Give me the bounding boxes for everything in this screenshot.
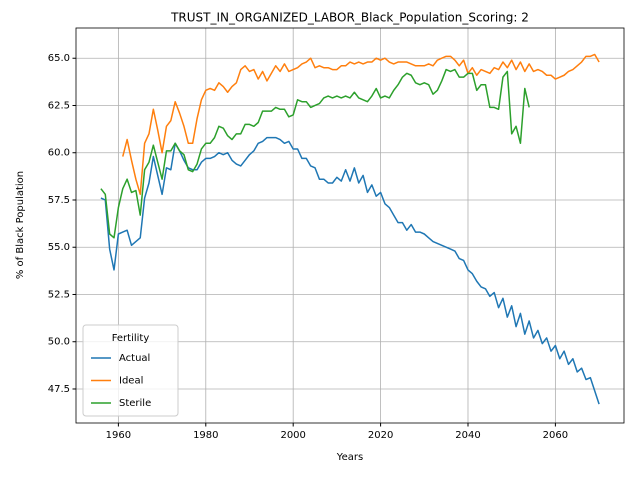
y-tick-label: 50.0 (48, 337, 70, 348)
line-series (100, 136, 600, 405)
line-series (122, 53, 600, 196)
x-tick-label: 1980 (193, 430, 218, 441)
y-tick-label: 62.5 (48, 100, 70, 111)
x-axis-label: Years (336, 452, 363, 463)
legend-label: Ideal (119, 376, 143, 387)
x-tick-label: 2020 (368, 430, 393, 441)
y-tick-label: 60.0 (48, 148, 70, 159)
legend: Fertility Actual Ideal Sterile (82, 324, 179, 417)
x-tick-label: 2060 (543, 430, 568, 441)
chart-title: TRUST_IN_ORGANIZED_LABOR_Black_Populatio… (170, 11, 529, 25)
y-tick-label: 55.0 (48, 242, 70, 253)
plot-frame (75, 27, 625, 424)
line-series (100, 68, 530, 239)
y-tick-label: 47.5 (48, 384, 70, 395)
x-tick-label: 2040 (455, 430, 480, 441)
legend-label: Actual (119, 353, 150, 364)
legend-title: Fertility (112, 333, 150, 344)
y-tick-label: 52.5 (48, 289, 70, 300)
legend-box (82, 324, 179, 417)
y-axis-label: % of Black Population (15, 171, 26, 279)
legend-label: Sterile (119, 398, 151, 409)
x-tick-label: 1960 (106, 430, 131, 441)
x-tick-label: 2000 (280, 430, 305, 441)
y-tick-label: 57.5 (48, 195, 70, 206)
y-tick-label: 65.0 (48, 53, 70, 64)
